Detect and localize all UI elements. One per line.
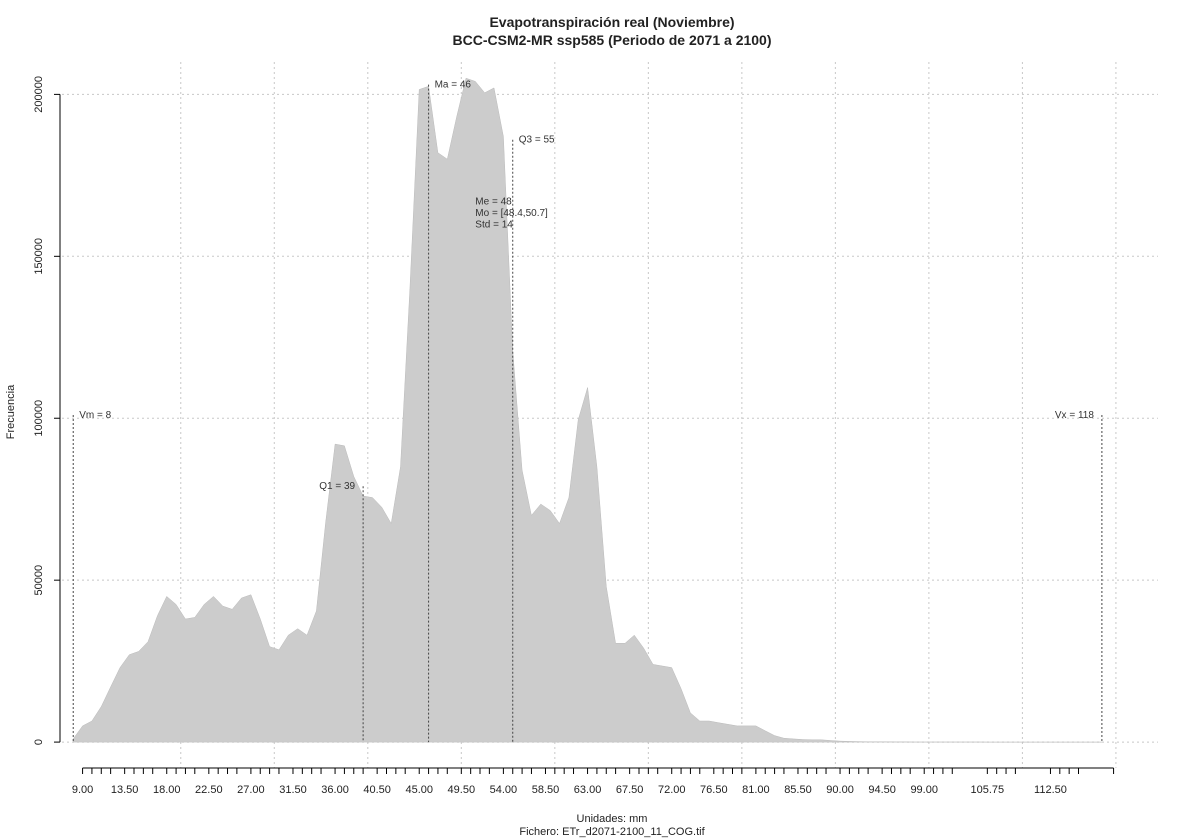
marker-label: Vm = 8: [79, 410, 111, 421]
marker-label: Vx = 118: [1055, 410, 1094, 421]
x-tick-label: 27.00: [237, 784, 265, 796]
x-tick-label: 72.00: [658, 784, 686, 796]
x-tick-label: 67.50: [616, 784, 644, 796]
axes: 9.00 13.50 18.00 22.50 27.00 31.50 36.00 40.50 4…: [33, 76, 1115, 796]
x-tick-label: 13.50: [111, 784, 139, 796]
x-tick-label: 22.50: [195, 784, 223, 796]
x-tick-label: 9.00: [72, 784, 93, 796]
x-tick-label: 45.00: [405, 784, 433, 796]
x-tick-label: 58.50: [532, 784, 560, 796]
x-tick-label: 49.50: [448, 784, 476, 796]
marker-label: Q3 = 55: [519, 135, 555, 146]
data-area: [72, 77, 1102, 743]
x-tick-label: 85.50: [784, 784, 812, 796]
footer-filename: Fichero: ETr_d2071-2100_11_COG.tif: [519, 826, 705, 838]
y-tick-label: 150000: [33, 238, 45, 275]
x-tick-label: 90.00: [826, 784, 854, 796]
y-axis-label: Frecuencia: [5, 384, 17, 439]
x-tick-label: 54.00: [490, 784, 518, 796]
x-tick-label: 94.50: [868, 784, 896, 796]
y-tick-label: 50000: [33, 565, 45, 596]
x-tick-label: 31.50: [279, 784, 307, 796]
x-tick-label: 36.00: [321, 784, 349, 796]
x-tick-label: 81.00: [742, 784, 770, 796]
x-tick-label: 99.00: [910, 784, 938, 796]
stats-line: Mo = [48.4,50.7]: [475, 208, 548, 219]
x-tick-label: 105.75: [971, 784, 1005, 796]
stats-line: Std = 14: [475, 219, 513, 230]
chart-title: Evapotranspiración real (Noviembre): [489, 14, 734, 30]
marker-label: Q1 = 39: [319, 481, 355, 492]
y-tick-label: 200000: [33, 76, 45, 113]
annotations: Vm = 8 Q1 = 39 Ma = 46 Q3 = 55 Vx = 118: [72, 80, 1103, 743]
marker-label: Ma = 46: [435, 80, 472, 91]
x-axis-label: Unidades: mm: [577, 813, 648, 825]
stats-line: Me = 48: [475, 196, 512, 207]
area-series: [72, 77, 1102, 743]
x-tick-label: 76.50: [700, 784, 728, 796]
x-tick-label: 112.50: [1034, 784, 1067, 796]
x-tick-label: 18.00: [153, 784, 181, 796]
y-tick-label: 100000: [33, 400, 45, 437]
y-tick-label: 0: [33, 739, 45, 745]
x-tick-label: 40.50: [363, 784, 391, 796]
x-tick-label: 63.00: [574, 784, 602, 796]
chart-subtitle: BCC-CSM2-MR ssp585 (Periodo de 2071 a 21…: [453, 32, 772, 48]
